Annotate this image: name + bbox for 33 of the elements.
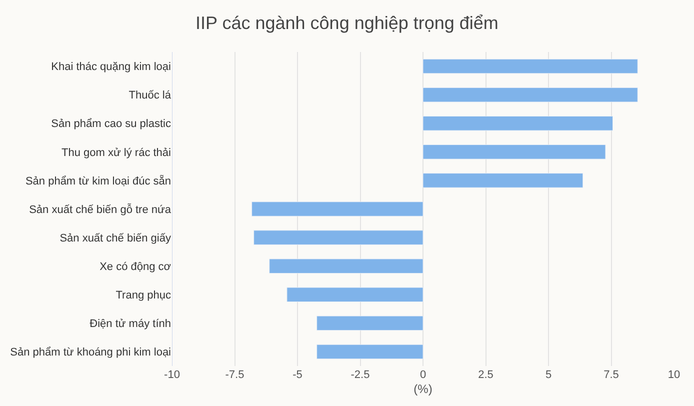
y-tick-label: Sản phẩm cao su plastic	[51, 118, 172, 130]
y-tick-label: Xe có động cơ	[100, 260, 171, 273]
bar	[316, 316, 424, 331]
bar	[422, 173, 584, 188]
bar	[422, 58, 638, 74]
bar	[286, 287, 424, 302]
y-tick-label: Trang phục	[116, 289, 172, 302]
y-tick-label: Thu gom xử lý rác thải	[62, 146, 171, 159]
y-tick-label: Thuốc lá	[128, 90, 172, 102]
y-tick-label: Sản xuất chế biến giấy	[60, 232, 172, 244]
y-tick-label: Khai thác quặng kim loại	[51, 61, 171, 74]
x-tick-label: 7.5	[604, 369, 619, 381]
y-tick-label: Sản phẩm từ kim loại đúc sẵn	[25, 174, 171, 188]
y-tick-label: Sản phẩm từ khoáng phi kim loại	[10, 346, 171, 359]
bar	[422, 87, 638, 102]
x-tick-label: 5	[545, 369, 552, 381]
bar	[252, 202, 424, 216]
y-tick-label: Sản xuất chế biến gỗ tre nứa	[29, 202, 172, 216]
x-tick-label: -5	[292, 369, 302, 381]
bar	[316, 344, 424, 360]
x-tick-label: 2.5	[478, 369, 494, 381]
bar	[422, 116, 614, 131]
bar	[269, 258, 424, 274]
x-tick-label: -10	[164, 369, 180, 381]
bar	[422, 144, 606, 160]
bar	[254, 230, 424, 245]
y-tick-label: Điện tử máy tính	[90, 318, 171, 330]
chart-title: IIP các ngành công nghiệp trọng điểm	[196, 12, 498, 33]
x-axis-title: (%)	[414, 382, 432, 396]
x-tick-label: -7.5	[225, 369, 244, 381]
x-tick-label: 10	[668, 369, 680, 381]
x-tick-label: -2.5	[350, 369, 370, 381]
x-tick-label: 0	[420, 369, 426, 381]
